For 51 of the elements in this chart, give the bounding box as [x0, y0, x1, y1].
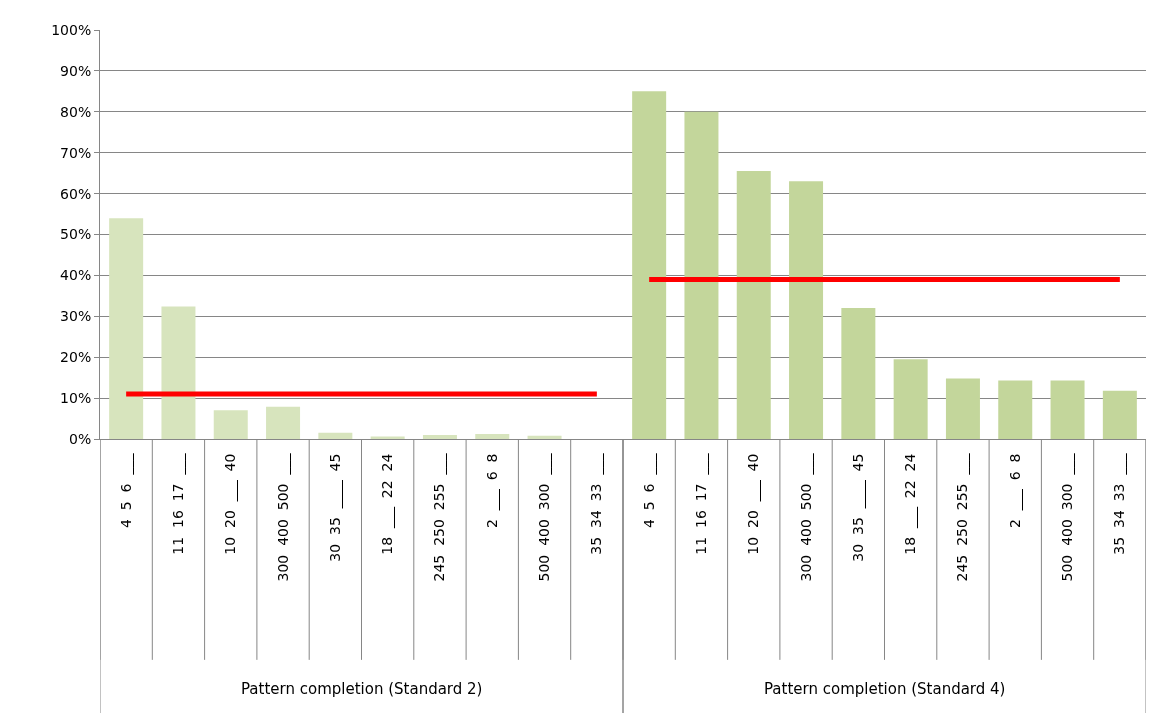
bar — [736, 171, 771, 439]
bar — [632, 91, 667, 439]
x-tick-label: 2 ___ 6 8 — [1006, 453, 1023, 529]
x-tick-label: 300 400 500 ___ — [797, 452, 814, 582]
x-tick-label: 18 ___ 22 24 — [902, 453, 919, 555]
y-tick-label: 60% — [60, 185, 92, 202]
x-tick-label: 4 5 6 ___ — [117, 452, 134, 529]
x-tick-label: 10 20 ___ 40 — [222, 453, 239, 555]
x-tick-label: 18 ___ 22 24 — [379, 453, 396, 555]
bar — [893, 359, 928, 439]
x-tick-label: 11 16 17 ___ — [693, 452, 709, 555]
y-tick-label: 10% — [60, 390, 92, 406]
y-tick-label: 30% — [60, 308, 92, 325]
x-tick-label: 35 34 33 ___ — [588, 452, 605, 555]
y-tick-label: 20% — [60, 349, 92, 366]
bar — [841, 308, 876, 439]
y-tick-label: 0% — [68, 430, 92, 447]
bar — [945, 378, 980, 439]
x-tick-label: 245 250 255 ___ — [431, 452, 448, 582]
bar — [318, 432, 353, 439]
y-tick-label: 50% — [60, 226, 92, 243]
x-tick-label: 11 16 17 ___ — [170, 452, 186, 555]
x-tick-label: 30 35 ____ 45 — [326, 453, 343, 562]
x-tick-label: 2 ___ 6 8 — [483, 453, 500, 529]
bar — [213, 410, 248, 439]
bar — [1050, 380, 1085, 439]
x-tick-label: 10 20 ___ 40 — [745, 453, 762, 555]
bar — [475, 434, 510, 439]
x-tick-label: 500 400 300 ___ — [1059, 452, 1076, 582]
bar — [422, 434, 457, 439]
y-tick-label: 40% — [60, 267, 92, 284]
text: Pattern completion (Standard 4) — [764, 680, 1006, 698]
y-tick-label: 70% — [60, 144, 92, 161]
bar — [1102, 390, 1137, 439]
y-tick-label: 100% — [51, 21, 92, 38]
bar — [109, 218, 144, 439]
y-tick-label: 90% — [60, 62, 92, 79]
bar — [527, 435, 562, 439]
x-tick-label: 30 35 ____ 45 — [849, 453, 866, 562]
x-tick-label: 35 34 33 ___ — [1111, 452, 1128, 555]
x-tick-label: 500 400 300 ___ — [536, 452, 553, 582]
bar — [161, 306, 196, 439]
x-tick-label: 4 5 6 ___ — [640, 452, 657, 529]
x-tick-label: 245 250 255 ___ — [954, 452, 971, 582]
bar — [789, 181, 824, 439]
y-tick-label: 80% — [60, 103, 92, 120]
text: Pattern completion (Standard 2) — [241, 680, 483, 698]
bar — [684, 111, 719, 439]
bar — [998, 380, 1033, 439]
x-tick-label: 300 400 500 ___ — [274, 452, 291, 582]
bar — [266, 406, 301, 439]
